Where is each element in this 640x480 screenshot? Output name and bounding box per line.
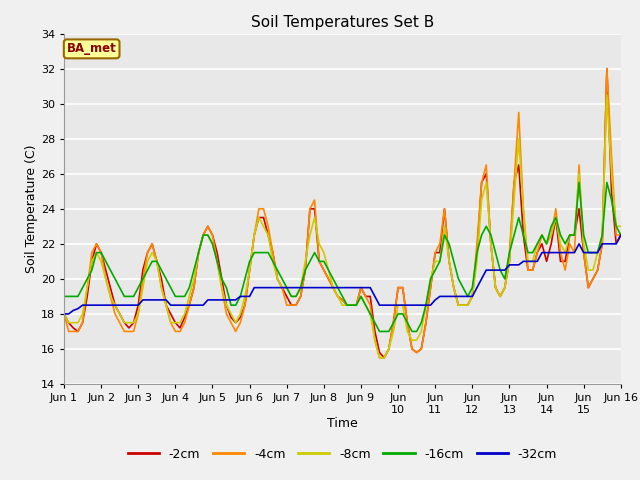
-2cm <box>380 355 388 360</box>
-8cm <box>190 276 198 282</box>
-8cm <box>297 285 305 290</box>
-32cm <box>580 250 588 255</box>
-16cm <box>190 267 198 273</box>
-2cm <box>617 232 625 238</box>
-8cm <box>60 311 68 317</box>
Legend: -2cm, -4cm, -8cm, -16cm, -32cm: -2cm, -4cm, -8cm, -16cm, -32cm <box>123 443 562 466</box>
Line: -4cm: -4cm <box>64 69 621 358</box>
Line: -16cm: -16cm <box>64 182 621 331</box>
Y-axis label: Soil Temperature (C): Soil Temperature (C) <box>25 144 38 273</box>
Title: Soil Temperatures Set B: Soil Temperatures Set B <box>251 15 434 30</box>
-8cm <box>376 355 383 360</box>
-32cm <box>60 311 68 317</box>
Text: BA_met: BA_met <box>67 42 116 55</box>
-2cm <box>297 293 305 300</box>
-4cm <box>584 285 592 290</box>
-4cm <box>376 355 383 360</box>
-4cm <box>413 349 420 355</box>
-32cm <box>297 285 305 290</box>
-2cm <box>584 285 592 290</box>
-16cm <box>440 232 448 238</box>
-4cm <box>603 66 611 72</box>
-4cm <box>440 206 448 212</box>
Line: -32cm: -32cm <box>64 235 621 314</box>
-16cm <box>575 180 583 185</box>
-8cm <box>603 92 611 98</box>
-32cm <box>436 293 444 300</box>
-8cm <box>440 224 448 229</box>
-4cm <box>190 285 198 290</box>
-32cm <box>190 302 198 308</box>
-2cm <box>116 311 124 317</box>
-16cm <box>297 285 305 290</box>
-4cm <box>617 232 625 238</box>
-16cm <box>617 232 625 238</box>
-4cm <box>297 293 305 300</box>
-32cm <box>617 232 625 238</box>
-16cm <box>413 328 420 334</box>
-2cm <box>190 285 198 290</box>
-8cm <box>413 337 420 343</box>
-2cm <box>60 311 68 317</box>
-16cm <box>376 328 383 334</box>
-8cm <box>617 224 625 229</box>
-4cm <box>116 320 124 325</box>
-4cm <box>60 311 68 317</box>
-16cm <box>589 250 596 255</box>
Line: -8cm: -8cm <box>64 95 621 358</box>
Line: -2cm: -2cm <box>64 69 621 358</box>
X-axis label: Time: Time <box>327 418 358 431</box>
-8cm <box>116 311 124 317</box>
-32cm <box>116 302 124 308</box>
-8cm <box>584 267 592 273</box>
-16cm <box>116 285 124 290</box>
-16cm <box>60 293 68 300</box>
-2cm <box>413 349 420 355</box>
-32cm <box>408 302 416 308</box>
-2cm <box>603 66 611 72</box>
-2cm <box>440 206 448 212</box>
